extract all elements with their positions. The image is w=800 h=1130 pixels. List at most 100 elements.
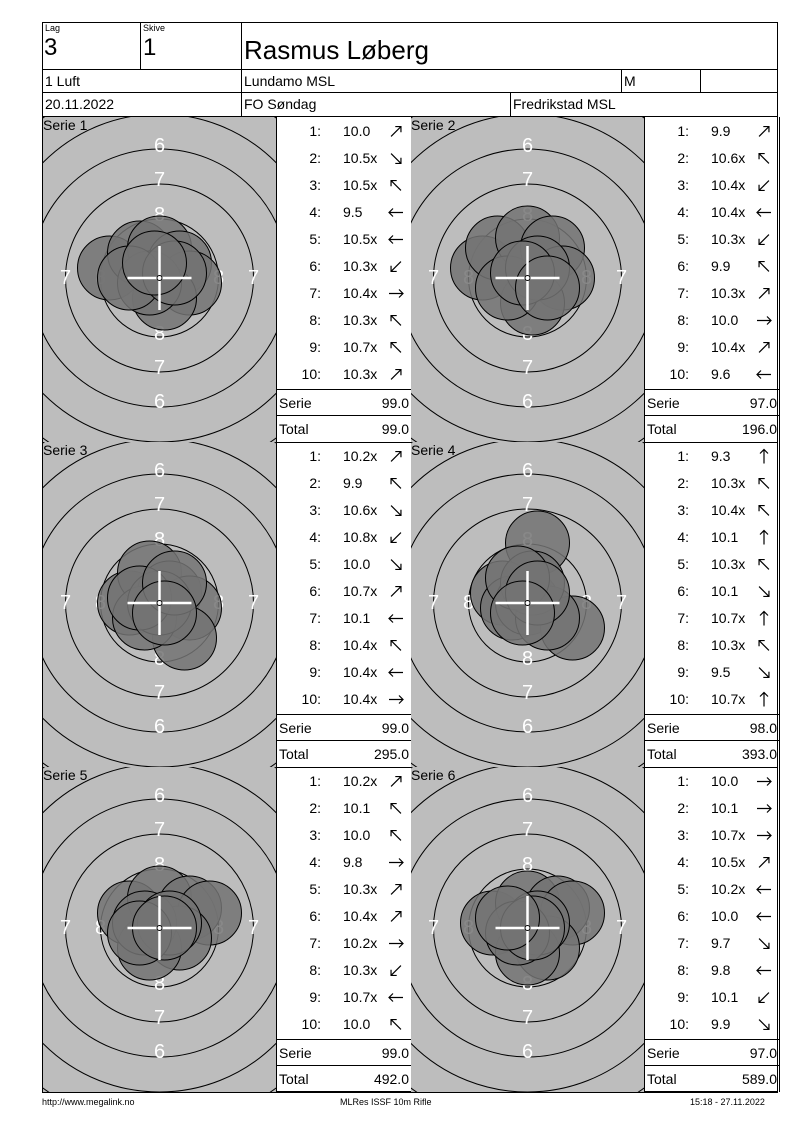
shot-number: 1: bbox=[309, 123, 321, 139]
ring-number: 6 bbox=[522, 785, 533, 807]
direction-arrow-icon bbox=[387, 280, 405, 307]
ring-number: 7 bbox=[616, 917, 627, 939]
shot-row: 1: 9.9 bbox=[645, 118, 779, 145]
shooter-name: Rasmus Løberg bbox=[244, 35, 429, 65]
shot-hole bbox=[122, 230, 187, 296]
shot-number: 10: bbox=[301, 1016, 321, 1032]
shot-list: 1: 10.2x 2: 9.9 3: 10.6x 4: 10.8x 5: 10.0 6: 10.7x 7… bbox=[277, 443, 411, 767]
total-row: Total 196.0 bbox=[647, 416, 777, 442]
shot-score: 10.2x bbox=[343, 448, 378, 464]
direction-arrow-icon bbox=[387, 361, 405, 388]
shot-number: 10: bbox=[301, 691, 321, 707]
ring-number: 7 bbox=[154, 682, 165, 704]
total-value: 492.0 bbox=[373, 1071, 409, 1087]
shot-score: 9.3 bbox=[711, 448, 731, 464]
shot-number: 2: bbox=[309, 800, 321, 816]
ring-number: 7 bbox=[616, 592, 627, 614]
ring-number: 7 bbox=[248, 917, 259, 939]
shot-list: 1: 10.2x 2: 10.1 3: 10.0 4: 9.8 5: 10.3x 6: 10.4x 7:… bbox=[277, 768, 411, 1092]
ring-number: 6 bbox=[154, 460, 165, 482]
shot-score: 10.1 bbox=[343, 610, 371, 626]
shot-number: 2: bbox=[677, 800, 689, 816]
direction-arrow-icon bbox=[755, 822, 773, 849]
shot-score: 10.1 bbox=[711, 800, 739, 816]
shot-score: 10.3x bbox=[343, 962, 378, 978]
shot-number: 9: bbox=[677, 664, 689, 680]
direction-arrow-icon bbox=[387, 903, 405, 930]
shot-number: 1: bbox=[309, 448, 321, 464]
shot-row: 6: 10.4x bbox=[277, 903, 411, 930]
gender: M bbox=[624, 73, 636, 89]
shot-score: 9.6 bbox=[711, 366, 731, 382]
ring-number: 7 bbox=[154, 494, 165, 516]
total-label: Total bbox=[279, 421, 309, 437]
direction-arrow-icon bbox=[387, 957, 405, 984]
direction-arrow-icon bbox=[755, 118, 773, 145]
shot-number: 5: bbox=[309, 881, 321, 897]
serie-label: Serie bbox=[279, 395, 312, 411]
shot-row: 9: 9.5 bbox=[645, 659, 779, 686]
shot-number: 2: bbox=[677, 475, 689, 491]
shot-score: 10.8x bbox=[343, 529, 378, 545]
ring-number: 8 bbox=[154, 973, 165, 995]
shot-number: 8: bbox=[677, 637, 689, 653]
shot-row: 4: 10.1 bbox=[645, 524, 779, 551]
direction-arrow-icon bbox=[755, 686, 773, 713]
shot-row: 9: 10.4x bbox=[277, 659, 411, 686]
ring-number: 7 bbox=[522, 1007, 533, 1029]
total-label: Total bbox=[647, 1071, 677, 1087]
shot-row: 10: 10.3x bbox=[277, 361, 411, 388]
shot-row: 3: 10.5x bbox=[277, 172, 411, 199]
shot-score: 10.3x bbox=[343, 366, 378, 382]
shot-row: 6: 10.3x bbox=[277, 253, 411, 280]
total-value: 393.0 bbox=[741, 746, 777, 762]
total-label: Total bbox=[279, 746, 309, 762]
shot-score: 10.5x bbox=[343, 177, 378, 193]
shot-score: 10.2x bbox=[711, 881, 746, 897]
shot-score: 10.7x bbox=[343, 989, 378, 1005]
ring-number: 6 bbox=[522, 135, 533, 157]
shot-number: 3: bbox=[677, 502, 689, 518]
direction-arrow-icon bbox=[755, 253, 773, 280]
series-label: Serie 4 bbox=[411, 442, 456, 458]
serie-label: Serie bbox=[279, 720, 312, 736]
shot-score: 10.2x bbox=[343, 773, 378, 789]
direction-arrow-icon bbox=[387, 334, 405, 361]
shot-row: 2: 10.5x bbox=[277, 145, 411, 172]
ring-number: 8 bbox=[522, 648, 533, 670]
shot-number: 10: bbox=[301, 366, 321, 382]
ring-number: 6 bbox=[522, 716, 533, 738]
shot-row: 8: 10.4x bbox=[277, 632, 411, 659]
direction-arrow-icon bbox=[387, 551, 405, 578]
shot-score: 10.3x bbox=[343, 312, 378, 328]
shot-score: 9.9 bbox=[711, 258, 731, 274]
direction-arrow-icon bbox=[387, 145, 405, 172]
serie-row: Serie 99.0 bbox=[279, 390, 409, 416]
shot-score: 10.3x bbox=[711, 285, 746, 301]
shot-score: 10.1 bbox=[711, 583, 739, 599]
direction-arrow-icon bbox=[755, 199, 773, 226]
shot-hole bbox=[490, 580, 555, 646]
shot-number: 7: bbox=[309, 285, 321, 301]
shot-score: 9.8 bbox=[343, 854, 363, 870]
serie-value: 99.0 bbox=[381, 395, 409, 411]
direction-arrow-icon bbox=[387, 849, 405, 876]
shot-number: 4: bbox=[309, 529, 321, 545]
shot-number: 7: bbox=[677, 285, 689, 301]
total-row: Total 295.0 bbox=[279, 741, 409, 767]
series-label: Serie 2 bbox=[411, 117, 456, 133]
ring-number: 7 bbox=[60, 267, 71, 289]
shot-score: 10.0 bbox=[343, 123, 371, 139]
ring-number: 7 bbox=[522, 682, 533, 704]
shot-row: 9: 10.4x bbox=[645, 334, 779, 361]
serie-row: Serie 99.0 bbox=[279, 1040, 409, 1066]
shot-row: 2: 10.1 bbox=[645, 795, 779, 822]
shot-row: 10: 10.4x bbox=[277, 686, 411, 713]
shot-row: 1: 10.2x bbox=[277, 443, 411, 470]
shot-row: 8: 10.3x bbox=[277, 307, 411, 334]
shot-number: 2: bbox=[309, 150, 321, 166]
lag-value: 3 bbox=[44, 34, 58, 61]
direction-arrow-icon bbox=[387, 497, 405, 524]
shot-number: 7: bbox=[677, 610, 689, 626]
ring-number: 7 bbox=[248, 592, 259, 614]
